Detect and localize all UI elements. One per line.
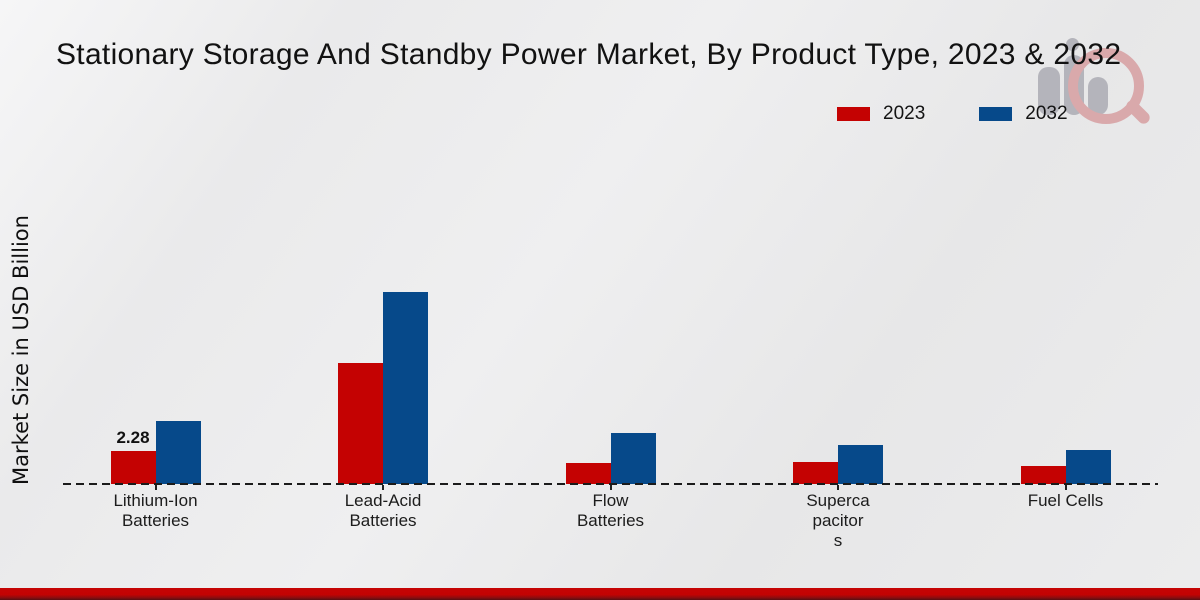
x-axis-tick	[154, 485, 157, 490]
legend-swatch-2023	[837, 107, 870, 121]
legend-swatch-2032	[979, 107, 1013, 121]
logo-bar-icon	[1038, 67, 1060, 115]
bar-2032-lead-acid-batteries	[383, 292, 428, 484]
logo-dot-icon	[1066, 38, 1079, 51]
chart-title: Stationary Storage And Standby Power Mar…	[56, 38, 1122, 71]
category-label-supercapacitors: Superca pacitor s	[806, 491, 870, 550]
x-axis-tick	[837, 485, 839, 490]
category-label-fuel-cells: Fuel Cells	[1027, 491, 1104, 510]
legend: 2023 2032	[837, 102, 1068, 126]
bar-2023-supercapacitors	[793, 462, 838, 484]
category-label-lithium-ion-batteries: Lithium-Ion Batteries	[113, 491, 198, 530]
bar-2032-supercapacitors	[838, 445, 883, 484]
category-label-flow-batteries: Flow Batteries	[576, 491, 645, 530]
bar-value-label: 2.28	[116, 428, 150, 447]
footer-band	[0, 588, 1200, 600]
legend-label-2023: 2023	[883, 103, 926, 124]
category-label-lead-acid-batteries: Lead-Acid Batteries	[344, 491, 422, 530]
x-axis-tick	[382, 485, 384, 490]
watermark-logo	[1022, 34, 1153, 129]
bar-2023-lead-acid-batteries	[338, 363, 383, 484]
x-axis-tick	[1064, 485, 1067, 490]
bar-2023-fuel-cells	[1020, 466, 1066, 484]
bar-2032-fuel-cells	[1065, 450, 1111, 484]
bar-2032-lithium-ion-batteries	[155, 421, 201, 484]
x-axis-tick	[609, 485, 612, 490]
legend-label-2032: 2032	[1025, 103, 1068, 124]
bar-2023-lithium-ion-batteries	[110, 451, 156, 484]
x-axis-baseline	[63, 483, 1158, 485]
bar-2032-flow-batteries	[610, 433, 656, 484]
logo-magnifier-icon	[1068, 48, 1144, 124]
bar-2023-flow-batteries	[565, 463, 611, 484]
